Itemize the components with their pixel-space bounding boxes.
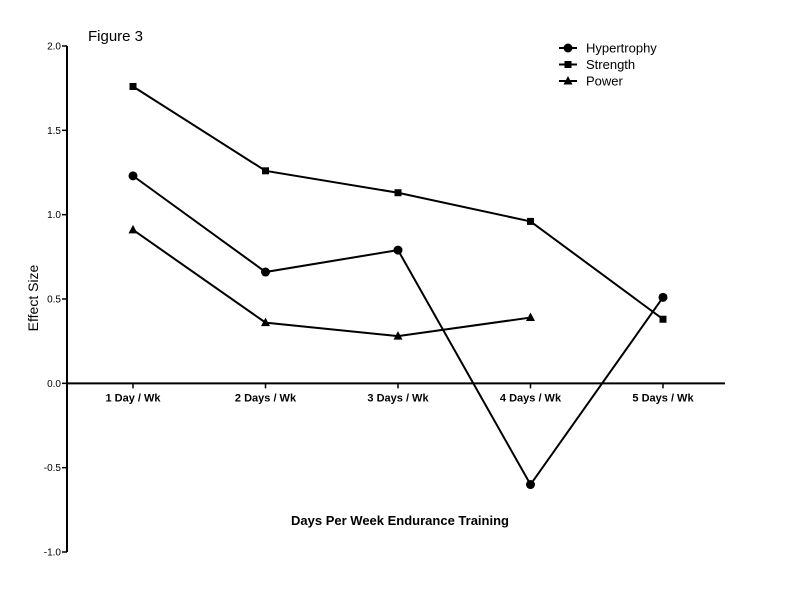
strength-point — [527, 217, 534, 225]
y-tick-label: 1.0 — [47, 210, 61, 221]
legend-label-hypertrophy: Hypertrophy — [586, 41, 657, 56]
y-tick-label: -1.0 — [44, 548, 62, 559]
strength-point — [262, 167, 269, 175]
y-tick-label: 2.0 — [47, 42, 61, 53]
x-tick-label: 2 Days / Wk — [235, 392, 297, 404]
legend-marker-hypertrophy — [563, 43, 573, 53]
y-tick-label: 0.0 — [47, 379, 61, 390]
x-axis-title: Days Per Week Endurance Training — [291, 513, 509, 528]
x-tick-label: 1 Day / Wk — [105, 392, 161, 404]
x-ticks: 1 Day / Wk 2 Days / Wk 3 Days / Wk 4 Days /… — [105, 383, 694, 404]
power-point — [526, 312, 535, 322]
strength-point — [394, 189, 402, 197]
hypertrophy-point — [261, 267, 270, 277]
y-tick-label: -0.5 — [44, 463, 62, 474]
hypertrophy-point — [128, 171, 138, 181]
series-group — [128, 82, 668, 490]
power-series-line — [132, 229, 531, 338]
y-axis-title: Effect Size — [25, 264, 41, 331]
hypertrophy-point — [393, 245, 403, 255]
x-tick-label: 3 Days / Wk — [367, 392, 429, 404]
hypertrophy-series-line — [132, 175, 664, 487]
x-tick-label: 5 Days / Wk — [632, 392, 694, 404]
power-point — [128, 224, 138, 234]
x-tick-label: 4 Days / Wk — [500, 392, 562, 404]
strength-point — [659, 315, 667, 323]
legend-marker-power — [563, 76, 573, 85]
figure-caption: Figure 3 — [88, 28, 144, 45]
power-point — [261, 317, 270, 327]
y-tick-label: 0.5 — [47, 295, 61, 306]
y-ticks: 2.0 1.5 1.0 0.5 0.0 -0.5 -1.0 — [44, 42, 67, 559]
hypertrophy-point — [526, 480, 535, 490]
power-point — [393, 331, 403, 340]
legend-label-strength: Strength — [586, 57, 635, 72]
axes — [66, 46, 725, 552]
legend-marker-strength — [564, 61, 572, 68]
y-tick-label: 1.5 — [47, 126, 61, 137]
hypertrophy-point — [658, 292, 668, 302]
legend-label-power: Power — [586, 74, 624, 89]
strength-point — [129, 82, 137, 90]
